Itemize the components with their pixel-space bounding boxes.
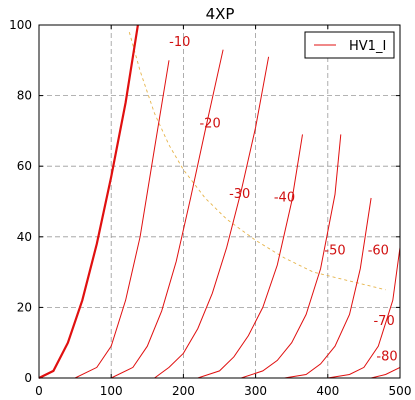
curve-label-text: -20 [199,116,220,131]
x-tick-label: 0 [35,384,43,398]
series-line-m20 [39,49,224,379]
y-tick-label: 100 [9,18,32,32]
series-lines [38,24,401,379]
chart-title: 4XP [206,5,235,23]
legend: HV1_I [304,31,395,59]
x-tick-label: 500 [389,384,412,398]
curve-label-text: -40 [274,191,295,206]
y-tick-label: 80 [17,89,32,103]
curve-label-text: -30 [229,187,250,202]
curve-label-text: -70 [373,314,394,329]
series-line-m40 [39,134,303,379]
x-tick-label: 200 [172,384,195,398]
curve-label-text: -80 [376,349,397,364]
y-tick-label: 60 [17,159,32,173]
curve-label-text: -60 [368,243,389,258]
axis-ticks: 0 100 200 300 400 500 0 20 40 60 80 100 [9,18,411,398]
dissipation-limit-line [128,31,386,291]
x-tick-label: 300 [244,384,267,398]
x-tick-label: 400 [316,384,339,398]
curve-label-text: -50 [324,243,345,258]
series-line-m70 [39,247,401,379]
dissipation-limit [128,31,386,291]
series-line-m60 [39,197,372,379]
series-line-0 [38,24,139,379]
plot-frame [38,24,401,379]
curve-labels: -10 -20 -30 -40 -50 -60 -70 -80 [169,35,397,364]
y-tick-label: 20 [17,300,32,314]
series-line-m10 [39,60,170,379]
legend-label: HV1_I [349,39,386,54]
y-tick-label: 40 [17,230,32,244]
x-tick-label: 100 [100,384,123,398]
curve-label-text: -10 [169,35,190,50]
grid-lines [39,25,400,378]
y-tick-label: 0 [24,371,32,385]
